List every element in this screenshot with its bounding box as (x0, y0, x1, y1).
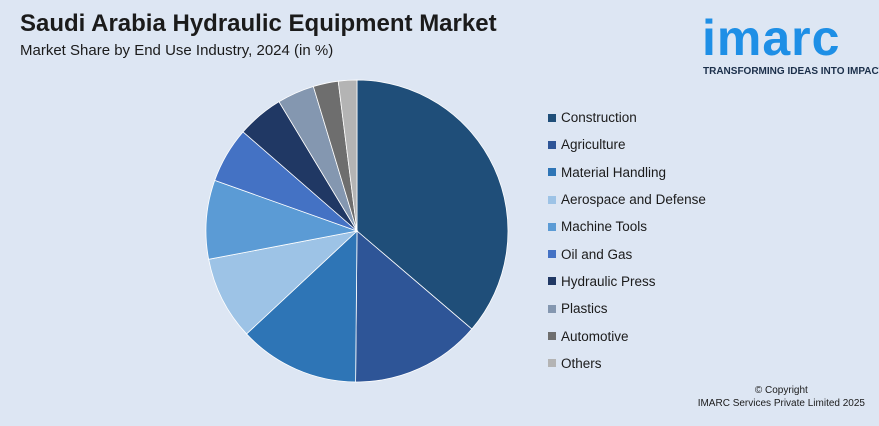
chart-title: Saudi Arabia Hydraulic Equipment Market (20, 10, 497, 37)
chart-subtitle: Market Share by End Use Industry, 2024 (… (20, 42, 334, 59)
chart-legend: Construction Agriculture Material Handling… (548, 104, 706, 377)
legend-item: Machine Tools (548, 213, 706, 240)
pie-slice-material-handling (245, 230, 358, 383)
pie-slice-others (337, 79, 358, 232)
legend-label: Material Handling (561, 164, 667, 180)
legend-label: Machine Tools (561, 219, 648, 235)
legend-label: Oil and Gas (561, 246, 633, 262)
legend-swatch (548, 222, 556, 231)
legend-swatch (548, 113, 556, 122)
legend-item: Material Handling (548, 159, 706, 186)
legend-label: Aerospace and Defense (561, 192, 706, 208)
legend-swatch (548, 140, 556, 149)
pie-slices (205, 79, 509, 383)
legend-item: Agriculture (548, 131, 706, 158)
legend-item: Hydraulic Press (548, 268, 706, 295)
legend-swatch (548, 359, 556, 368)
legend-item: Construction (548, 104, 706, 131)
logo-wordmark: imarc (702, 10, 841, 66)
legend-item: Aerospace and Defense (548, 186, 706, 213)
copyright-line-1: © Copyright (754, 385, 808, 396)
legend-label: Hydraulic Press (561, 273, 656, 289)
legend-label: Automotive (561, 328, 629, 344)
copyright: © Copyright IMARC Services Private Limit… (698, 384, 865, 410)
legend-swatch (548, 168, 556, 177)
legend-label: Agriculture (561, 137, 626, 153)
legend-swatch (548, 195, 556, 204)
legend-label: Plastics (561, 301, 608, 317)
legend-swatch (548, 304, 556, 313)
legend-label: Others (561, 355, 602, 371)
copyright-line-2: IMARC Services Private Limited 2025 (697, 398, 865, 409)
legend-label: Construction (561, 110, 637, 126)
legend-item: Automotive (548, 322, 706, 349)
logo-tagline: TRANSFORMING IDEAS INTO IMPACT (703, 66, 879, 77)
pie-slice-agriculture (355, 230, 473, 383)
pie-slice-aerospace-and-defense (208, 230, 359, 335)
imarc-logo: imarc TRANSFORMING IDEAS INTO IMPACT (700, 6, 879, 82)
legend-item: Others (548, 350, 706, 377)
legend-item: Plastics (548, 295, 706, 322)
legend-item: Oil and Gas (548, 240, 706, 267)
legend-swatch (548, 277, 556, 286)
legend-swatch (548, 332, 556, 341)
pie-chart (205, 79, 509, 383)
pie-slice-construction (356, 79, 509, 330)
legend-swatch (548, 250, 556, 259)
